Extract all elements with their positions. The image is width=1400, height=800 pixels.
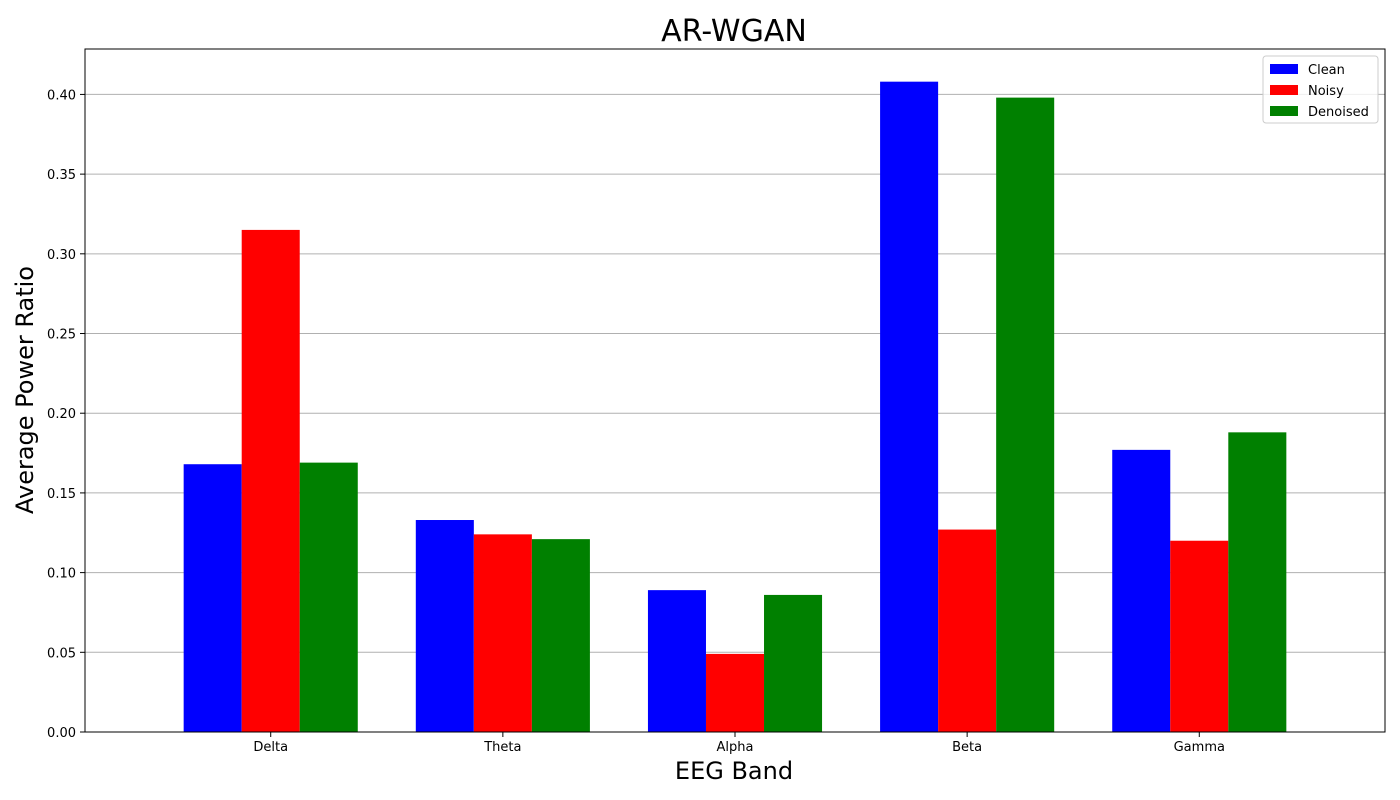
chart-title: AR-WGAN xyxy=(661,14,807,49)
x-axis-label: EEG Band xyxy=(675,757,793,785)
y-axis-label: Average Power Ratio xyxy=(11,266,39,514)
x-tick-label: Gamma xyxy=(1174,740,1225,755)
bar-denoised-theta xyxy=(531,539,590,732)
y-axis: 0.00 0.05 0.10 0.15 0.20 0.25 0.30 0.35 0.40 xyxy=(47,88,85,741)
legend-swatch-denoised xyxy=(1270,106,1298,116)
bar-noisy-delta xyxy=(241,229,300,732)
x-tick-label: Theta xyxy=(483,740,521,755)
x-tick-label: Alpha xyxy=(717,740,754,755)
bar-noisy-gamma xyxy=(1170,540,1229,732)
legend-label-denoised: Denoised xyxy=(1308,105,1369,120)
legend-label-noisy: Noisy xyxy=(1308,84,1344,99)
bar-denoised-alpha xyxy=(764,594,823,732)
bar-noisy-theta xyxy=(473,534,532,732)
y-tick-label: 0.15 xyxy=(47,487,76,502)
y-tick-label: 0.20 xyxy=(47,407,76,422)
legend-label-clean: Clean xyxy=(1308,63,1345,78)
y-tick-label: 0.25 xyxy=(47,328,76,343)
bars xyxy=(183,81,1287,733)
y-tick-label: 0.10 xyxy=(47,567,76,582)
y-tick-label: 0.30 xyxy=(47,248,76,263)
bar-denoised-gamma xyxy=(1228,432,1287,732)
bar-noisy-alpha xyxy=(705,653,765,732)
bar-clean-beta xyxy=(880,81,939,733)
legend: Clean Noisy Denoised xyxy=(1262,55,1379,124)
y-tick-label: 0.40 xyxy=(47,88,76,103)
bar-clean-gamma xyxy=(1112,449,1171,732)
y-tick-label: 0.05 xyxy=(47,646,76,661)
legend-swatch-noisy xyxy=(1270,85,1298,95)
y-tick-label: 0.00 xyxy=(47,726,76,741)
x-tick-label: Beta xyxy=(952,740,982,755)
bar-denoised-beta xyxy=(996,97,1055,733)
legend-swatch-clean xyxy=(1270,64,1298,74)
y-tick-label: 0.35 xyxy=(47,168,76,183)
bar-noisy-beta xyxy=(938,529,997,732)
x-axis: Delta Theta Alpha Beta Gamma xyxy=(253,732,1225,755)
x-tick-label: Delta xyxy=(253,740,288,755)
bar-denoised-delta xyxy=(299,462,358,732)
bar-clean-delta xyxy=(183,464,242,732)
bar-clean-theta xyxy=(415,520,474,732)
bar-clean-alpha xyxy=(647,590,706,732)
